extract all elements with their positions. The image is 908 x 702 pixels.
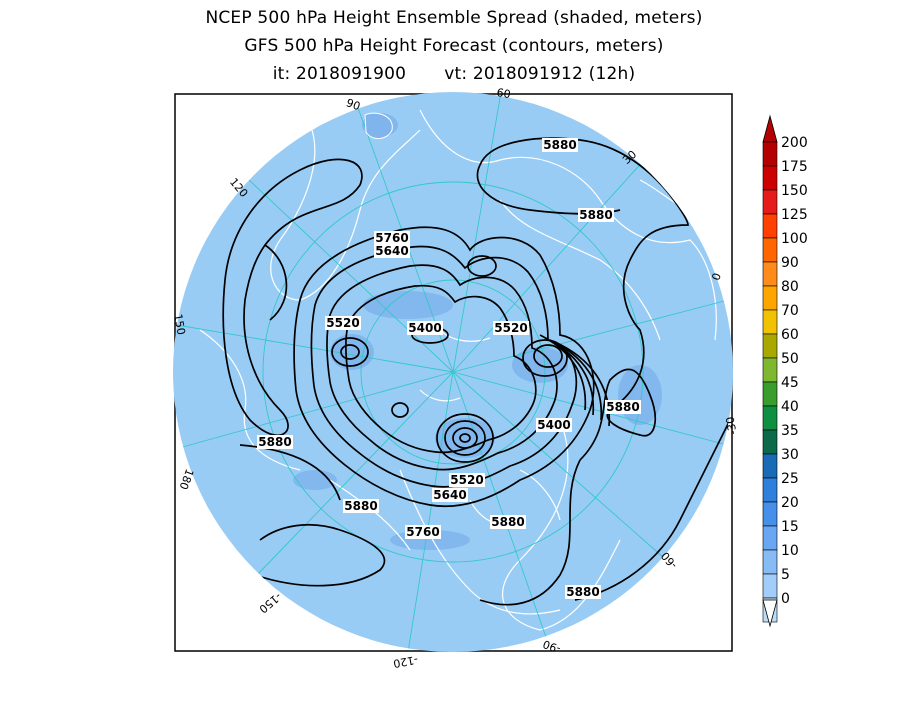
colorbar-cell (762, 213, 778, 239)
contour-label: 5880 (343, 499, 379, 513)
svg-text:5880: 5880 (566, 585, 599, 599)
colorbar-cell (762, 381, 778, 407)
colorbar-cell (762, 285, 778, 311)
colorbar-cell (762, 405, 778, 431)
colorbar-cell (762, 189, 778, 215)
colorbar-cell (762, 525, 778, 551)
svg-text:5640: 5640 (433, 488, 466, 502)
colorbar-cell (762, 549, 778, 575)
svg-text:5520: 5520 (450, 473, 483, 487)
contour-label: 5880 (542, 138, 578, 152)
svg-text:5400: 5400 (537, 418, 570, 432)
svg-text:5880: 5880 (606, 400, 639, 414)
colorbar-label: 15 (781, 519, 799, 535)
colorbar-label: 125 (781, 207, 808, 223)
valid-time-label: vt: 2018091912 (12h) (444, 64, 636, 84)
colorbar (762, 114, 778, 628)
longitude-label: 60 (496, 86, 512, 101)
contour-label: 5640 (374, 244, 410, 258)
svg-text:5880: 5880 (344, 499, 377, 513)
colorbar-cell (762, 309, 778, 335)
colorbar-bottom-arrow (762, 599, 778, 628)
svg-text:5400: 5400 (408, 321, 441, 335)
colorbar-cell (762, 261, 778, 287)
colorbar-cell (762, 453, 778, 479)
svg-text:5880: 5880 (258, 435, 291, 449)
contour-label: 5880 (257, 435, 293, 449)
longitude-label: 0 (709, 271, 724, 282)
colorbar-label: 0 (781, 591, 790, 607)
colorbar-label: 40 (781, 399, 799, 415)
colorbar-label: 50 (781, 351, 799, 367)
colorbar-label: 60 (781, 327, 799, 343)
init-time-label: it: 2018091900 (272, 64, 407, 84)
svg-text:5760: 5760 (406, 525, 439, 539)
svg-text:5520: 5520 (326, 316, 359, 330)
colorbar-label: 45 (781, 375, 799, 391)
longitude-label: 90 (344, 96, 362, 113)
colorbar-label: 70 (781, 303, 799, 319)
contour-label-group: 5880 5880 5760 5640 5520 5400 5520 5400 … (257, 138, 641, 599)
svg-text:5520: 5520 (494, 321, 527, 335)
colorbar-cell (762, 141, 778, 167)
colorbar-cells (762, 141, 778, 623)
colorbar-label: 150 (781, 183, 808, 199)
colorbar-label: 175 (781, 159, 808, 175)
colorbar-label: 20 (781, 495, 799, 511)
colorbar-cell (762, 429, 778, 455)
time-line: it: 2018091900 vt: 2018091912 (12h) (0, 64, 908, 84)
contour-label: 5880 (565, 585, 601, 599)
spread-blob (364, 112, 393, 139)
colorbar-label: 35 (781, 423, 799, 439)
longitude-label: 150 (171, 313, 187, 336)
svg-text:5760: 5760 (375, 231, 408, 245)
svg-text:5640: 5640 (375, 244, 408, 258)
colorbar-label: 90 (781, 255, 799, 271)
svg-text:5880: 5880 (579, 208, 612, 222)
colorbar-label: 10 (781, 543, 799, 559)
colorbar-label: 25 (781, 471, 799, 487)
colorbar-cell (762, 237, 778, 263)
colorbar-label: 80 (781, 279, 799, 295)
colorbar-cell (762, 573, 778, 599)
contour-label: 5640 (432, 488, 468, 502)
contour-label: 5760 (374, 231, 410, 245)
colorbar-top-arrow (762, 114, 778, 143)
graticule (176, 92, 729, 652)
contour-label: 5880 (605, 400, 641, 414)
colorbar-label: 5 (781, 567, 790, 583)
contour-label: 5880 (490, 515, 526, 529)
colorbar-cell (762, 333, 778, 359)
colorbar-cell (762, 477, 778, 503)
contour-label: 5400 (536, 418, 572, 432)
colorbar-label: 200 (781, 135, 808, 151)
contour-label: 5400 (407, 321, 443, 335)
contour-label: 5520 (493, 321, 529, 335)
map-title: NCEP 500 hPa Height Ensemble Spread (sha… (205, 8, 703, 28)
longitude-label: -120 (392, 653, 419, 670)
colorbar-label: 30 (781, 447, 799, 463)
colorbar-cell (762, 357, 778, 383)
contour-label: 5880 (578, 208, 614, 222)
colorbar-label: 100 (781, 231, 808, 247)
longitude-label: -90 (541, 637, 562, 655)
contour-label: 5760 (405, 525, 441, 539)
contour-label: 5520 (449, 473, 485, 487)
longitude-label: -30 (724, 416, 740, 436)
colorbar-cell (762, 501, 778, 527)
colorbar-cell (762, 165, 778, 191)
svg-text:5880: 5880 (543, 138, 576, 152)
svg-text:5880: 5880 (491, 515, 524, 529)
map-subtitle: GFS 500 hPa Height Forecast (contours, m… (244, 36, 664, 56)
contour-label: 5520 (325, 316, 361, 330)
